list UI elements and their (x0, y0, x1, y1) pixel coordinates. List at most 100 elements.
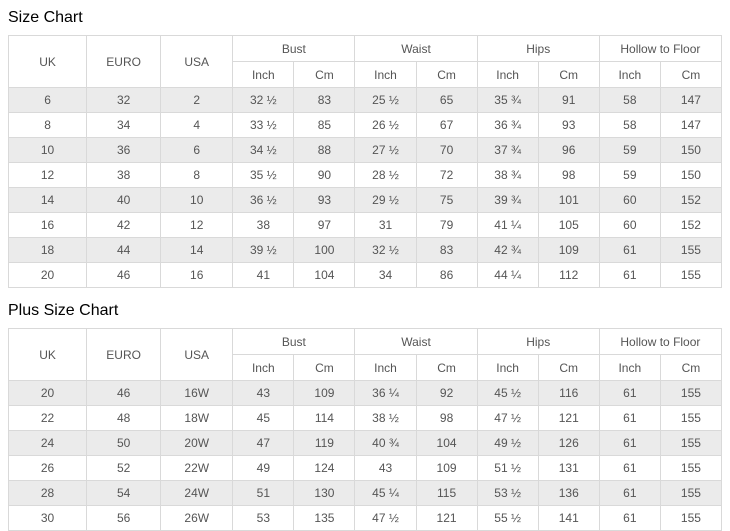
table-cell: 35 ½ (232, 162, 295, 188)
table-cell: 115 (415, 480, 478, 506)
table-cell: 48 (86, 405, 162, 431)
table-cell: 6 (7, 87, 88, 113)
table-cell: 44 ¼ (476, 262, 539, 288)
table-cell: 12 (7, 162, 88, 188)
table-cell: 38 (232, 212, 295, 238)
size-chart-title: Size Chart (8, 9, 83, 26)
table-cell: 61 (598, 237, 661, 263)
col-subheader-hollow-cm: Cm (659, 61, 723, 88)
col-subheader-bust-cm: Cm (293, 354, 356, 381)
plus-size-chart-header: UK EURO USA Bust Waist Hips Hollow to Fl… (7, 328, 723, 381)
table-cell: 34 (354, 262, 417, 288)
table-cell: 6 (160, 137, 234, 163)
size-chart-body: 6 32 2 32 ½ 83 25 ½ 65 35 ¾ 91 58 147 8 34 4 33 ½ 85 26 … (7, 87, 723, 288)
table-cell: 93 (537, 112, 600, 138)
table-cell: 10 (160, 187, 234, 213)
table-row: 20 46 16 41 104 34 86 44 ¼ 112 61 155 (7, 262, 723, 288)
table-cell: 25 ½ (354, 87, 417, 113)
table-cell: 38 ½ (354, 405, 417, 431)
table-row: 18 44 14 39 ½ 100 32 ½ 83 42 ¾ 109 61 155 (7, 237, 723, 263)
table-cell: 56 (86, 505, 162, 531)
table-cell: 31 (354, 212, 417, 238)
table-cell: 92 (415, 380, 478, 406)
col-subheader-hollow-cm: Cm (659, 354, 723, 381)
table-cell: 16 (7, 212, 88, 238)
table-cell: 20 (7, 262, 88, 288)
table-row: 28 54 24W 51 130 45 ¼ 115 53 ½ 136 61 155 (7, 480, 723, 506)
table-cell: 121 (537, 405, 600, 431)
table-cell: 51 ½ (476, 455, 539, 481)
table-cell: 124 (293, 455, 356, 481)
table-cell: 32 ½ (354, 237, 417, 263)
table-cell: 109 (293, 380, 356, 406)
table-cell: 39 ½ (232, 237, 295, 263)
table-row: 6 32 2 32 ½ 83 25 ½ 65 35 ¾ 91 58 147 (7, 87, 723, 113)
table-cell: 42 ¾ (476, 237, 539, 263)
table-cell: 36 ¾ (476, 112, 539, 138)
col-group-hips: Hips (476, 35, 600, 62)
table-cell: 61 (598, 430, 661, 456)
table-cell: 24 (7, 430, 88, 456)
table-cell: 27 ½ (354, 137, 417, 163)
table-cell: 126 (537, 430, 600, 456)
table-cell: 97 (293, 212, 356, 238)
table-cell: 88 (293, 137, 356, 163)
table-cell: 59 (598, 162, 661, 188)
col-subheader-waist-inch: Inch (354, 354, 417, 381)
table-cell: 155 (659, 237, 723, 263)
table-cell: 46 (86, 380, 162, 406)
table-cell: 136 (537, 480, 600, 506)
col-header-euro: EURO (86, 35, 162, 88)
table-cell: 61 (598, 380, 661, 406)
size-chart-table: UK EURO USA Bust Waist Hips Hollow to Fl… (7, 35, 723, 288)
col-subheader-waist-inch: Inch (354, 61, 417, 88)
table-cell: 22W (160, 455, 234, 481)
table-cell: 121 (415, 505, 478, 531)
table-cell: 43 (232, 380, 295, 406)
table-cell: 79 (415, 212, 478, 238)
table-cell: 60 (598, 212, 661, 238)
table-cell: 61 (598, 405, 661, 431)
table-cell: 114 (293, 405, 356, 431)
table-cell: 141 (537, 505, 600, 531)
table-cell: 36 ½ (232, 187, 295, 213)
table-cell: 67 (415, 112, 478, 138)
table-cell: 32 (86, 87, 162, 113)
table-cell: 90 (293, 162, 356, 188)
table-cell: 85 (293, 112, 356, 138)
table-cell: 18W (160, 405, 234, 431)
table-cell: 43 (354, 455, 417, 481)
col-subheader-bust-inch: Inch (232, 61, 295, 88)
table-cell: 26 ½ (354, 112, 417, 138)
table-cell: 28 ½ (354, 162, 417, 188)
table-cell: 58 (598, 87, 661, 113)
table-row: 24 50 20W 47 119 40 ¾ 104 49 ½ 126 61 155 (7, 430, 723, 456)
table-cell: 152 (659, 187, 723, 213)
col-group-waist: Waist (354, 328, 478, 355)
col-group-waist: Waist (354, 35, 478, 62)
col-subheader-hips-cm: Cm (537, 354, 600, 381)
table-row: 8 34 4 33 ½ 85 26 ½ 67 36 ¾ 93 58 147 (7, 112, 723, 138)
table-cell: 36 ¼ (354, 380, 417, 406)
table-cell: 46 (86, 262, 162, 288)
table-cell: 38 (86, 162, 162, 188)
table-cell: 61 (598, 262, 661, 288)
table-cell: 83 (415, 237, 478, 263)
table-cell: 130 (293, 480, 356, 506)
table-cell: 44 (86, 237, 162, 263)
col-subheader-hips-inch: Inch (476, 354, 539, 381)
table-cell: 119 (293, 430, 356, 456)
table-cell: 22 (7, 405, 88, 431)
table-cell: 98 (537, 162, 600, 188)
table-cell: 155 (659, 380, 723, 406)
table-cell: 54 (86, 480, 162, 506)
col-header-uk: UK (7, 35, 88, 88)
table-cell: 61 (598, 455, 661, 481)
table-cell: 34 (86, 112, 162, 138)
table-cell: 42 (86, 212, 162, 238)
table-cell: 70 (415, 137, 478, 163)
table-cell: 101 (537, 187, 600, 213)
table-cell: 104 (293, 262, 356, 288)
table-cell: 41 (232, 262, 295, 288)
table-cell: 16W (160, 380, 234, 406)
